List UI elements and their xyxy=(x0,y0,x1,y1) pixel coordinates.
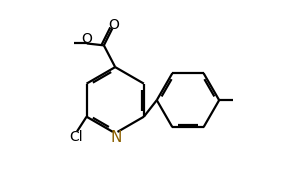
Text: O: O xyxy=(108,18,119,32)
Text: O: O xyxy=(81,32,92,46)
Text: Cl: Cl xyxy=(69,130,83,145)
Text: N: N xyxy=(110,130,122,145)
